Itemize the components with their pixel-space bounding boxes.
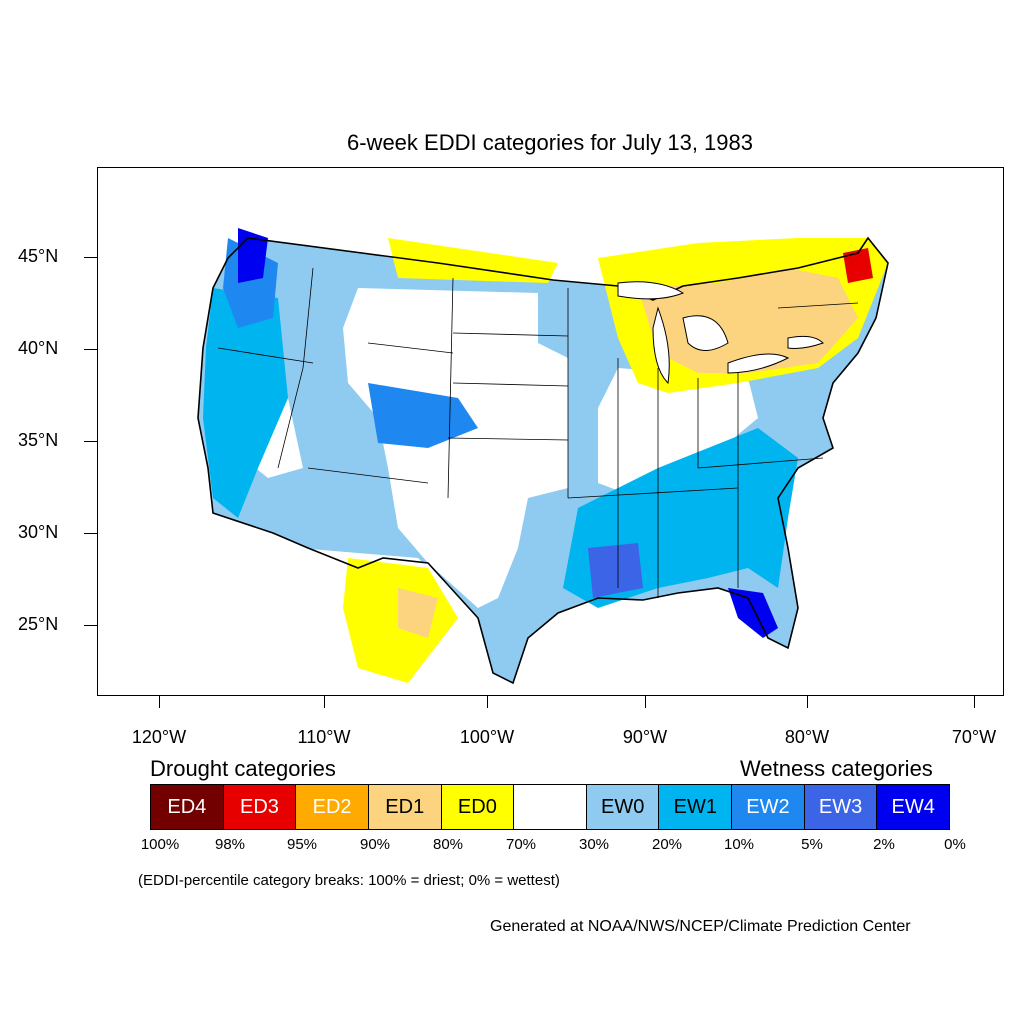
- lat-label-25: 25°N: [18, 614, 59, 634]
- legend-box-ew2: EW2: [732, 785, 805, 829]
- lon-tick-90: [645, 696, 646, 708]
- drought-region-texas-ed1: [398, 588, 438, 638]
- break-label: 0%: [944, 836, 966, 853]
- lon-label-120: 120°W: [131, 727, 187, 747]
- drought-heading: Drought categories: [150, 756, 336, 781]
- break-label: 70%: [505, 836, 537, 853]
- lon-label-80: 80°W: [784, 727, 830, 747]
- break-label: 95%: [286, 836, 318, 853]
- lon-tick-120: [159, 696, 160, 708]
- lon-label-100: 100°W: [459, 727, 515, 747]
- map-title: 6-week EDDI categories for July 13, 1983: [347, 130, 753, 155]
- legend-box-ew3: EW3: [804, 785, 878, 829]
- lat-tick-45: [84, 257, 97, 258]
- break-label: 80%: [432, 836, 464, 853]
- break-label: 98%: [214, 836, 246, 853]
- normal-region-plains: [343, 288, 568, 608]
- lat-label-45: 45°N: [18, 246, 59, 266]
- wetness-heading: Wetness categories: [740, 756, 933, 781]
- wet-region-washington: [238, 228, 268, 283]
- legend-box-ew1: EW1: [659, 785, 733, 829]
- lon-tick-110: [324, 696, 325, 708]
- lat-tick-40: [84, 349, 97, 350]
- drought-region-northern-plains: [388, 238, 558, 283]
- lat-label-30: 30°N: [18, 522, 59, 542]
- lat-tick-25: [84, 625, 97, 626]
- legend-box-ew4: EW4: [877, 785, 950, 829]
- lon-tick-100: [487, 696, 488, 708]
- lon-tick-70: [974, 696, 975, 708]
- break-label: 2%: [873, 836, 895, 853]
- legend-box-ew0: EW0: [586, 785, 660, 829]
- eddi-map: [97, 167, 1004, 696]
- break-label: 90%: [359, 836, 391, 853]
- map-canvas: [197, 228, 889, 695]
- lon-label-70: 70°W: [951, 727, 997, 747]
- lon-label-90: 90°W: [622, 727, 668, 747]
- lon-tick-80: [807, 696, 808, 708]
- legend-box-ed2: ED2: [296, 785, 369, 829]
- drought-region-maine-ed3: [843, 248, 873, 283]
- credit-line: Generated at NOAA/NWS/NCEP/Climate Predi…: [490, 918, 911, 935]
- normal-region-ohio-valley: [598, 368, 758, 498]
- lat-label-40: 40°N: [18, 338, 59, 358]
- legend-box-ed1: ED1: [368, 785, 442, 829]
- conus-outline: [197, 236, 889, 685]
- lat-label-35: 35°N: [18, 430, 59, 450]
- legend-box-ed3: ED3: [223, 785, 297, 829]
- breaks-note: (EDDI-percentile category breaks: 100% =…: [138, 872, 560, 889]
- category-colorbar: ED4 ED3 ED2 ED1 ED0 EW0 EW1 EW2 EW3 EW4: [150, 784, 950, 830]
- break-label: 30%: [578, 836, 610, 853]
- lat-tick-30: [84, 533, 97, 534]
- break-label: 100%: [140, 836, 180, 853]
- break-label: 5%: [801, 836, 823, 853]
- wet-region-florida: [728, 588, 778, 638]
- wet-region-west-coast: [203, 288, 288, 518]
- legend-box-ed4: ED4: [151, 785, 224, 829]
- state-borders: [217, 237, 859, 598]
- lon-label-110: 110°W: [297, 727, 351, 747]
- legend-box-ed0: ED0: [441, 785, 515, 829]
- break-label: 20%: [651, 836, 683, 853]
- break-label: 10%: [723, 836, 755, 853]
- great-lakes: [617, 281, 824, 385]
- legend-box-normal: [514, 785, 587, 829]
- wet-region-lower-miss: [588, 543, 643, 598]
- lat-tick-35: [84, 441, 97, 442]
